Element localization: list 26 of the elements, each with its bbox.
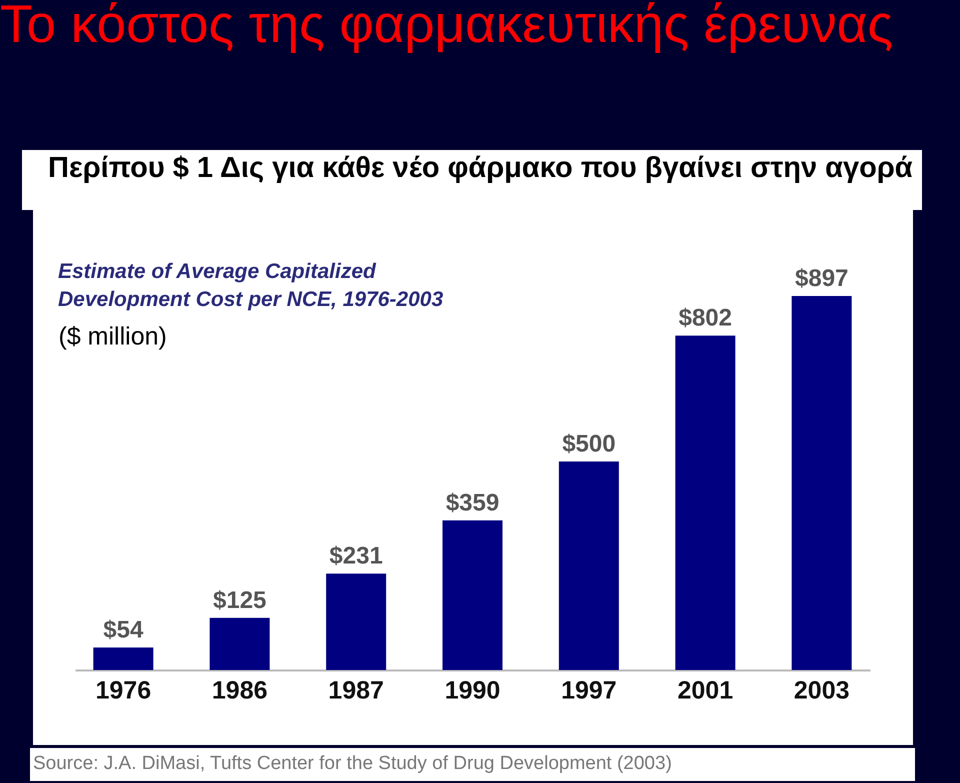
data-label: $802 (678, 304, 732, 332)
x-tick-label: 1990 (444, 676, 500, 704)
data-label: $500 (562, 430, 616, 458)
x-tick-label: 2003 (794, 676, 850, 704)
y-axis-title: ($ million) (58, 322, 167, 350)
x-tick-label: 2001 (677, 676, 734, 704)
data-label: $897 (795, 265, 848, 292)
data-label: $54 (103, 616, 144, 644)
bar (93, 647, 154, 670)
x-tick-label: 1976 (95, 676, 152, 704)
bar (326, 574, 386, 670)
data-label: $125 (213, 586, 266, 614)
bar (792, 296, 852, 670)
x-tick-label: 1987 (328, 676, 384, 704)
bar (210, 618, 270, 670)
source-note: Source: J.A. DiMasi, Tufts Center for the Study of Drug Development (2003) (30, 748, 915, 781)
annotation: Estimate of Average Capitalized Development Cost per NCE, 1976-2003 (58, 259, 444, 313)
x-tick-label: 1986 (212, 676, 268, 704)
chart-subtitle: Περίπου $ 1 Δις για κάθε νέο φάρμακο που βγαίνει στην αγορά (22, 150, 922, 210)
x-tick-label: 1997 (561, 676, 617, 704)
bar (442, 520, 502, 670)
chart-title: Το κόστος της φαρμακευτικής έρευνας (0, 0, 893, 55)
bar (675, 336, 736, 670)
data-label: $231 (329, 542, 383, 570)
bar (558, 462, 619, 670)
data-label: $359 (446, 489, 500, 516)
